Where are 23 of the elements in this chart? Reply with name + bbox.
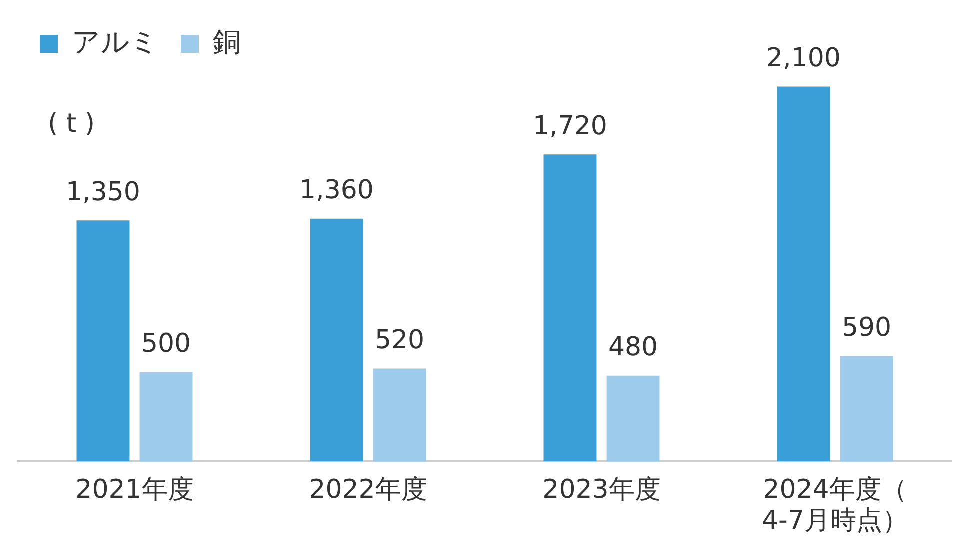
bar — [310, 218, 364, 462]
legend-label: 銅 — [213, 25, 241, 58]
bar — [140, 372, 193, 462]
bar — [777, 86, 830, 462]
x-tick-label: 2021年度 — [76, 474, 194, 505]
bar — [544, 154, 597, 462]
bar — [606, 376, 660, 462]
legend-label: アルミ — [72, 25, 159, 58]
x-tick-label: 2023年度 — [542, 474, 661, 505]
data-label: 1,360 — [300, 176, 374, 206]
bar — [840, 356, 894, 462]
data-label: 520 — [374, 326, 425, 356]
data-label: 480 — [608, 332, 658, 363]
data-label: 1,350 — [66, 177, 140, 208]
bar — [76, 220, 130, 462]
data-label: 2,100 — [766, 43, 841, 74]
x-tick-label: 2022年度 — [309, 474, 428, 505]
bar — [373, 368, 426, 462]
data-label: 1,720 — [533, 111, 608, 142]
x-tick-label: 2024年度（4-7月時点） — [762, 474, 908, 536]
data-label: 500 — [141, 329, 192, 360]
y-axis-title: ( t ) — [48, 108, 96, 139]
data-label: 590 — [842, 313, 892, 344]
